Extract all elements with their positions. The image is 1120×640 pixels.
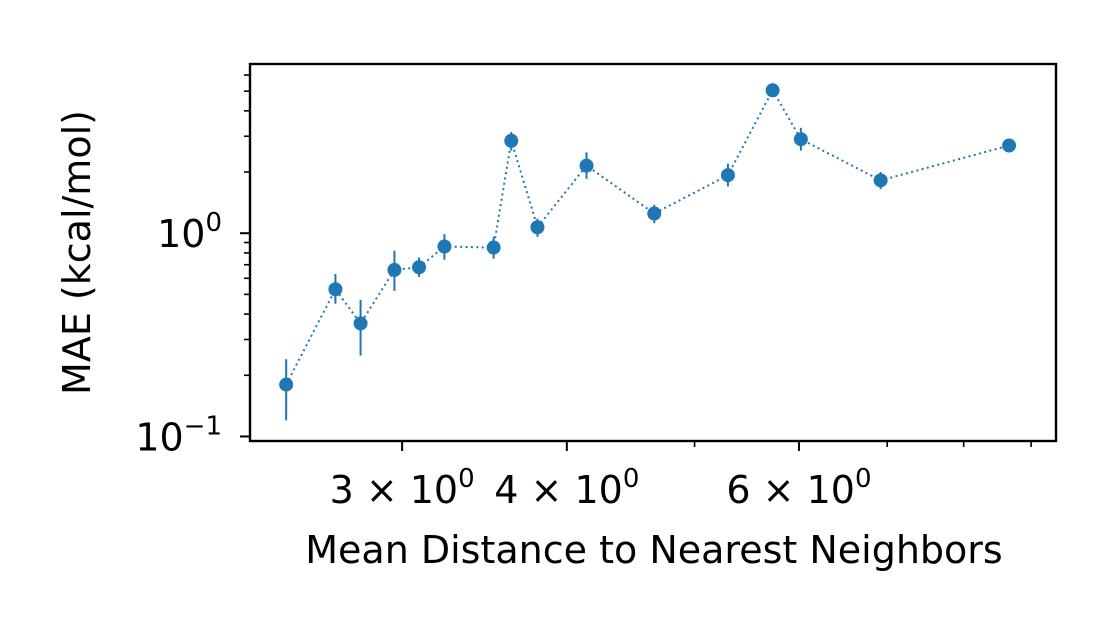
data-point	[412, 260, 427, 275]
data-point	[720, 168, 735, 183]
y-tick-label: 10−1	[135, 411, 222, 459]
data-point	[579, 158, 594, 173]
data-point	[353, 316, 368, 331]
data-point	[328, 282, 343, 297]
ticks-layer: 3 × 100 4 × 100 6 × 100 10−1 100	[135, 74, 1032, 512]
data-point	[1002, 138, 1017, 153]
data-point	[873, 173, 888, 188]
data-point	[765, 83, 780, 98]
x-tick-label: 3 × 100	[330, 464, 475, 512]
data-point	[279, 377, 294, 392]
data-point	[486, 240, 501, 255]
series-line	[285, 88, 1010, 386]
data-point	[504, 133, 519, 148]
data-point	[647, 206, 662, 221]
x-tick-label: 4 × 100	[494, 464, 639, 512]
x-axis-label: Mean Distance to Nearest Neighbors	[305, 528, 1002, 572]
data-point	[530, 220, 545, 235]
data-point	[793, 132, 808, 147]
plot-area-frame	[248, 62, 1058, 443]
x-tick-label: 6 × 100	[726, 464, 871, 512]
data-point	[387, 262, 402, 277]
y-axis-label: MAE (kcal/mol)	[55, 110, 99, 395]
plot-layer	[279, 83, 1017, 421]
data-point	[437, 239, 452, 254]
y-tick-label: 100	[157, 208, 222, 256]
